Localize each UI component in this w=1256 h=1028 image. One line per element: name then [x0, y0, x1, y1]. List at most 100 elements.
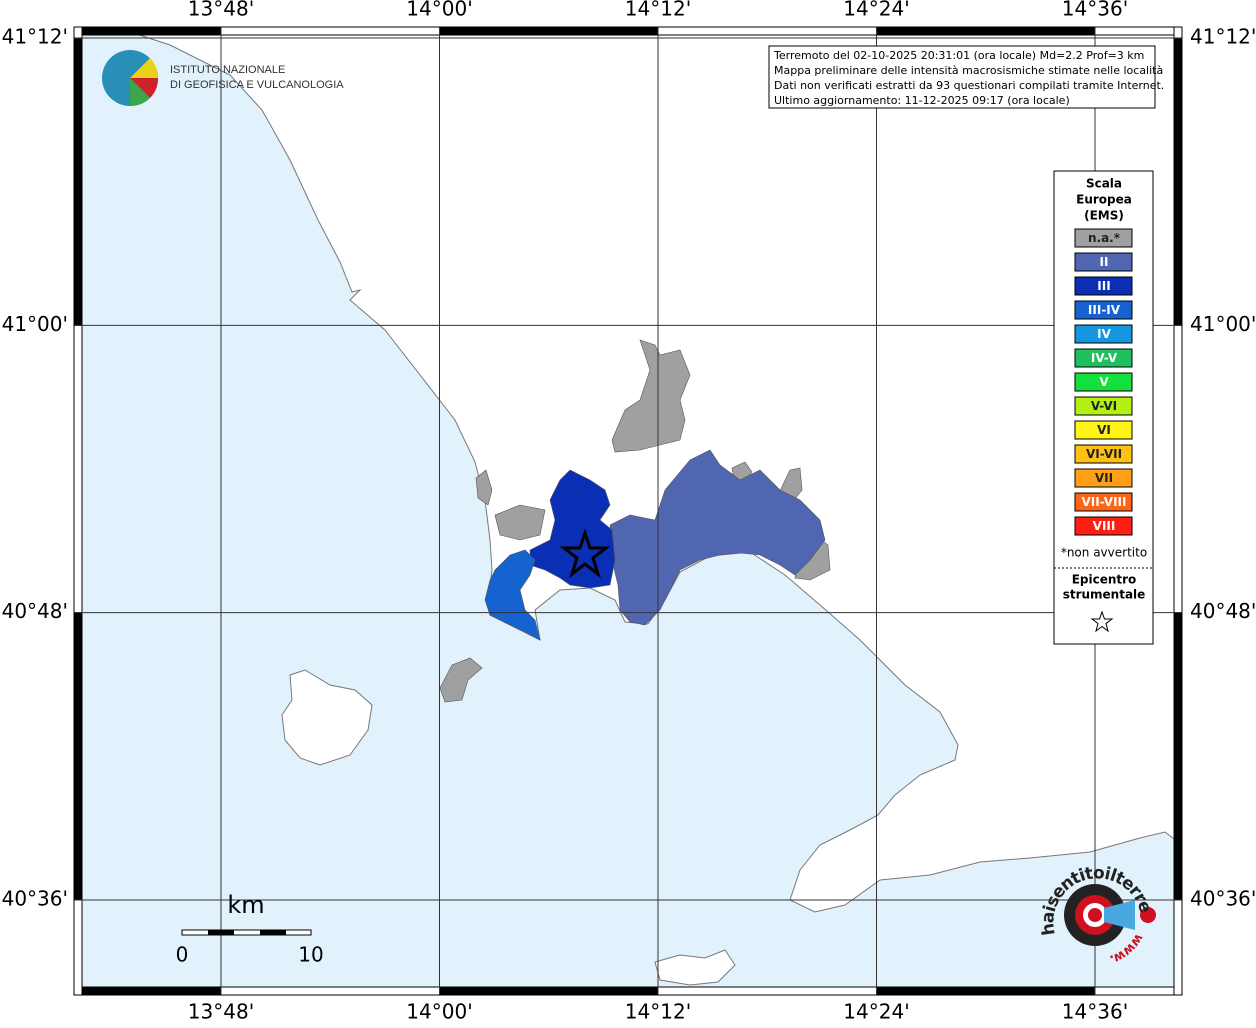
legend-swatch: [1074, 492, 1133, 512]
lon-label: 14°00': [406, 0, 472, 21]
frame-band: [439, 986, 659, 996]
legend-label: VII: [1095, 471, 1113, 485]
graticule: [73, 26, 1183, 996]
island-ischia: [281, 669, 373, 766]
lon-label: 14°36': [1062, 0, 1128, 21]
legend-swatch: [1074, 372, 1133, 392]
info-line: Mappa preliminare delle intensità macros…: [774, 64, 1163, 77]
lat-label: 40°48': [1190, 599, 1256, 623]
legend-swatch: [1074, 516, 1133, 536]
legend-label: V: [1099, 375, 1109, 389]
scale-tick: 10: [298, 943, 323, 967]
watermark-ring: [1088, 908, 1102, 922]
frame-band: [73, 37, 83, 326]
lon-label: 13°48': [188, 1000, 254, 1024]
info-line: Terremoto del 02-10-2025 20:31:01 (ora l…: [773, 49, 1144, 62]
info-line: Ultimo aggiornamento: 11-12-2025 09:17 (…: [774, 94, 1070, 107]
legend-epicenter: strumentale: [1063, 588, 1146, 602]
municipalities: [439, 339, 831, 703]
frame-band: [220, 986, 440, 996]
legend-title: (EMS): [1084, 209, 1124, 223]
lon-label: 13°48': [188, 0, 254, 21]
frame-band: [439, 26, 659, 36]
frame-band: [1173, 26, 1183, 39]
lat-label: 40°48': [2, 599, 68, 623]
logo-segment: [130, 78, 159, 98]
legend-swatch: [1074, 396, 1133, 416]
frame-band: [73, 324, 83, 614]
lat-label: 40°36': [1190, 887, 1256, 911]
legend-label: VII-VIII: [1081, 495, 1126, 509]
lon-label: 14°24': [843, 1000, 909, 1024]
legend-swatch: [1074, 252, 1133, 272]
legend-label: III-IV: [1088, 303, 1121, 317]
legend-label: VI: [1097, 423, 1111, 437]
lon-label: 14°12': [625, 0, 691, 21]
epicenter-star: [559, 528, 611, 579]
scale-bar-segment: [260, 930, 286, 935]
frame-band: [876, 986, 1096, 996]
lon-label: 14°00': [406, 1000, 472, 1024]
legend-star: [1090, 610, 1114, 633]
legend-title: Scala: [1086, 177, 1122, 191]
legend-swatch: [1074, 348, 1133, 368]
legend-label: II: [1100, 255, 1109, 269]
frame-band: [657, 26, 877, 36]
frame-band: [1173, 612, 1183, 901]
legend-swatch: [1074, 228, 1133, 248]
lat-label: 41°12': [2, 25, 68, 49]
frame-band: [1173, 37, 1183, 326]
lon-label: 14°12': [625, 1000, 691, 1024]
legend-label: n.a.*: [1088, 231, 1121, 245]
frame-band: [73, 986, 222, 996]
logo-text: DI GEOFISICA E VULCANOLOGIA: [170, 79, 344, 91]
info-line: Dati non verificati estratti da 93 quest…: [774, 79, 1164, 92]
legend-label: V-VI: [1091, 399, 1117, 413]
scale-ticks: 0 10: [176, 943, 324, 967]
frame-band: [73, 899, 83, 996]
logo-text: ISTITUTO NAZIONALE: [170, 64, 285, 76]
scale-bar-frame: [181, 929, 312, 936]
legend-note: *non avvertito: [1061, 546, 1147, 560]
island-capri: [654, 949, 736, 986]
frame-band: [657, 986, 877, 996]
frame-band: [73, 26, 222, 36]
legend-label: III: [1097, 279, 1110, 293]
ingv-logo: ISTITUTO NAZIONALE DI GEOFISICA E VULCAN…: [102, 50, 344, 107]
legend-epicenter: Epicentro: [1072, 573, 1137, 587]
legend-swatch: [1074, 468, 1133, 488]
lat-label: 41°00': [1190, 312, 1256, 336]
frame-band: [220, 26, 440, 36]
legend-title: Europea: [1076, 193, 1132, 207]
info-text: Terremoto del 02-10-2025 20:31:01 (ora l…: [773, 49, 1164, 107]
frame-band: [73, 612, 83, 901]
legend-label: IV-V: [1091, 351, 1118, 365]
frame-band: [1173, 324, 1183, 614]
frame-band: [1094, 26, 1183, 36]
map-body: [73, 26, 1183, 996]
legend-label: VI-VII: [1086, 447, 1122, 461]
frame-band: [1094, 986, 1183, 996]
legend-swatch: [1074, 420, 1133, 440]
legend-swatch: [1074, 276, 1133, 296]
lon-label: 14°24': [843, 0, 909, 21]
map-frame: [73, 26, 1183, 996]
lon-label: 14°36': [1062, 1000, 1128, 1024]
scale-bar: km 0 10: [176, 891, 324, 967]
lat-label: 41°00': [2, 312, 68, 336]
info-box: [768, 45, 1156, 109]
legend-swatch: [1074, 444, 1133, 464]
frame-band: [876, 26, 1096, 36]
lat-label: 40°36': [2, 887, 68, 911]
scale-unit: km: [227, 891, 264, 919]
legend-swatch: [1074, 324, 1133, 344]
logo-segment: [130, 58, 159, 78]
legend-swatch: [1074, 300, 1133, 320]
legend-label: IV: [1097, 327, 1111, 341]
frame-band: [1173, 899, 1183, 996]
watermark-beam: [1104, 900, 1135, 930]
scale-bar-segment: [208, 930, 234, 935]
